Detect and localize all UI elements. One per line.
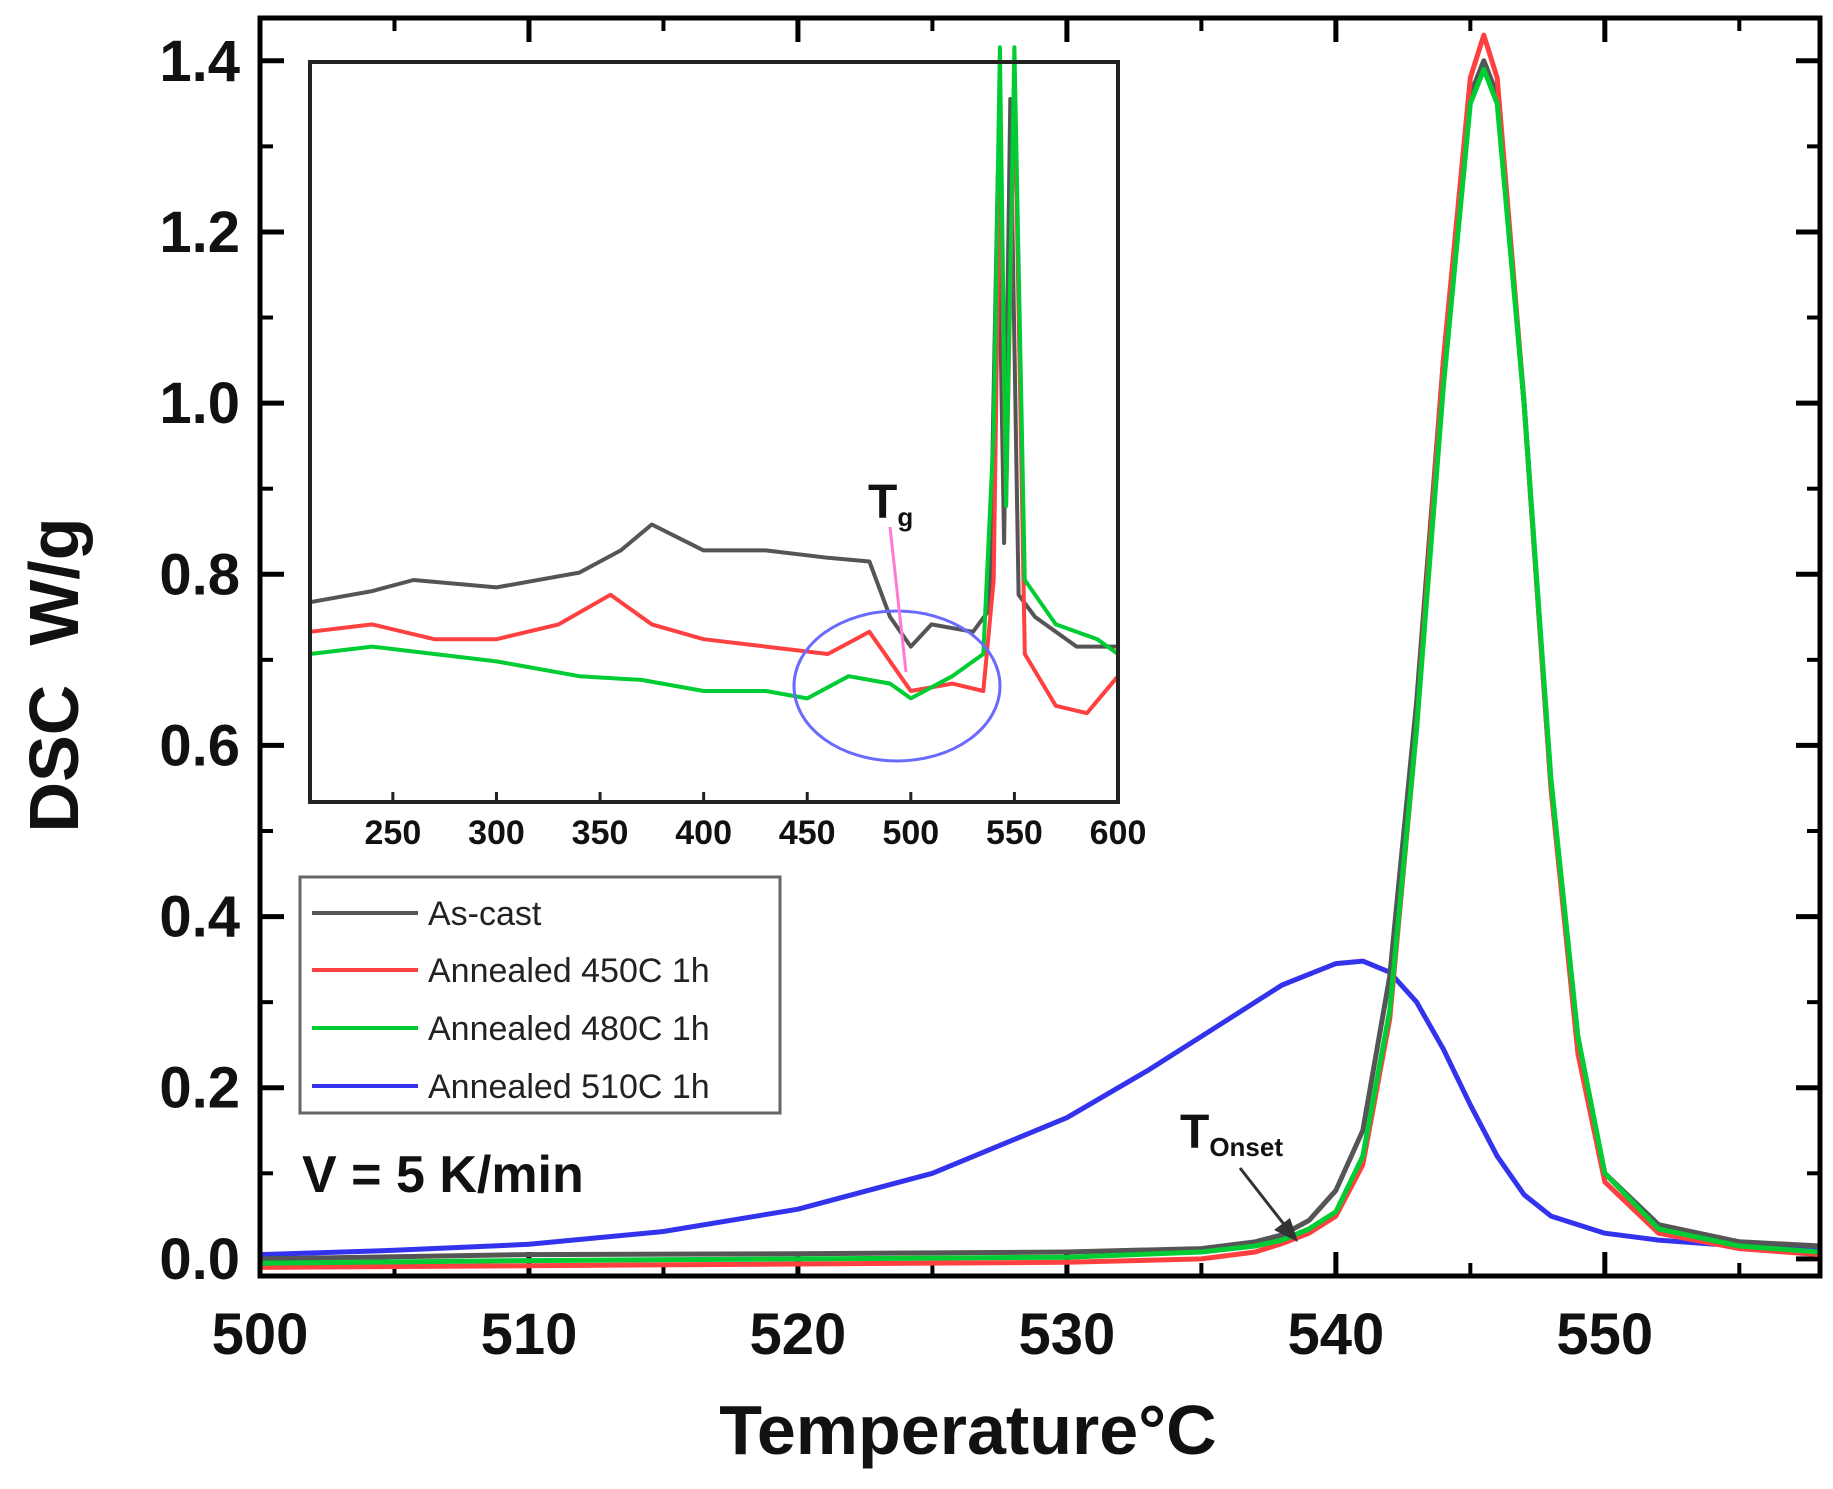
x-axis-title: Temperature°C (719, 1391, 1216, 1469)
inset-x-tick-label: 450 (779, 814, 836, 852)
main-x-tick-label: 530 (1019, 1302, 1116, 1367)
legend-label-480: Annealed 480C 1h (428, 1010, 710, 1048)
inset-series-annealed-480c-1h (309, 45, 1120, 701)
inset-chart: 250 300 350 400 450 500 550 600 Tg (308, 45, 1147, 852)
inset-series-as-cast (309, 97, 1118, 649)
legend-label-450: Annealed 450C 1h (428, 952, 710, 990)
heating-rate-annotation: V = 5 K/min (302, 1146, 584, 1204)
main-y-tick-label: 0.2 (159, 1056, 240, 1121)
tg-symbol: T (868, 476, 897, 529)
main-x-tick-label: 510 (481, 1302, 578, 1367)
y-axis-title: DSC W/g (15, 518, 93, 833)
main-y-tick-label: 0.8 (159, 542, 240, 607)
main-y-tick-label: 0.6 (159, 713, 240, 778)
inset-x-tick-label: 250 (365, 814, 422, 852)
t-onset-subscript: Onset (1209, 1132, 1283, 1162)
main-y-tick-label: 0.4 (159, 885, 240, 950)
inset-plot-frame (308, 60, 1120, 804)
main-y-tick-labels: 0.0 0.2 0.4 0.6 0.8 1.0 1.2 1.4 (159, 29, 240, 1292)
inset-x-tick-label: 350 (572, 814, 629, 852)
main-x-tick-labels: 500 510 520 530 540 550 (212, 1302, 1654, 1367)
legend-label-510: Annealed 510C 1h (428, 1068, 710, 1106)
legend-box (298, 875, 782, 1115)
main-x-tick-label: 540 (1287, 1302, 1384, 1367)
inset-x-tick-label: 600 (1090, 814, 1147, 852)
inset-x-tick-label: 400 (675, 814, 732, 852)
x-axis-title-unit: °C (1138, 1391, 1217, 1469)
main-y-tick-label: 1.0 (159, 371, 240, 436)
tg-subscript: g (897, 502, 913, 532)
inset-x-tick-label: 550 (986, 814, 1043, 852)
tg-label: Tg (868, 476, 913, 532)
tg-highlight-ellipse (792, 609, 1002, 763)
main-y-tick-label: 1.2 (159, 200, 240, 265)
t-onset-annotation: TOnset (1180, 1106, 1298, 1242)
main-y-tick-label: 1.4 (159, 29, 240, 94)
main-y-tick-label: 0.0 (159, 1227, 240, 1292)
inset-series-lines (309, 45, 1120, 716)
main-series-annealed-480c-1h (259, 66, 1821, 1266)
inset-x-tick-label: 300 (468, 814, 525, 852)
t-onset-label: TOnset (1180, 1106, 1283, 1162)
t-onset-symbol: T (1180, 1106, 1209, 1159)
x-axis-title-text: Temperature (719, 1391, 1138, 1469)
legend-label-as-cast: As-cast (428, 895, 542, 933)
t-onset-arrow-head (1274, 1218, 1298, 1242)
main-x-tick-label: 500 (212, 1302, 309, 1367)
tg-pointer-line (888, 526, 908, 673)
main-plot-frame (257, 15, 1823, 1279)
main-chart: 500 510 520 530 540 550 0.0 0.2 0.4 0.6 0.8 1.0 1.2… (15, 15, 1823, 1469)
inset-x-tick-labels: 250 300 350 400 450 500 550 600 (365, 814, 1147, 852)
inset-x-tick-label: 500 (882, 814, 939, 852)
t-onset-arrow-shaft (1238, 1167, 1292, 1233)
main-x-tick-label: 520 (750, 1302, 847, 1367)
main-x-tick-label: 550 (1556, 1302, 1653, 1367)
main-series-lines (259, 32, 1821, 1270)
main-series-annealed-510c-1h (259, 958, 1821, 1258)
legend: As-cast Annealed 450C 1h Annealed 480C 1… (298, 875, 782, 1115)
